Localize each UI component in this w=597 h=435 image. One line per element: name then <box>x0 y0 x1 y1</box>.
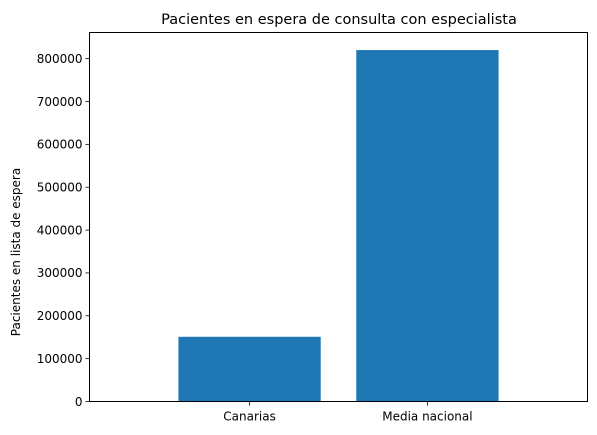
x-tick-label-media-nacional: Media nacional <box>382 410 472 424</box>
y-tick-label: 500000 <box>37 181 83 195</box>
x-tick-label-canarias: Canarias <box>223 410 276 424</box>
y-tick-label: 700000 <box>37 95 83 109</box>
y-tick-label: 300000 <box>37 266 83 280</box>
y-tick-label: 0 <box>75 395 83 409</box>
y-tick-label: 200000 <box>37 309 83 323</box>
chart-title: Pacientes en espera de consulta con espe… <box>161 12 517 28</box>
bar-canarias <box>178 336 321 402</box>
y-tick-label: 100000 <box>37 352 83 366</box>
x-axis-ticks: Canarias Media nacional <box>223 401 473 424</box>
bar-media-nacional <box>356 50 499 402</box>
y-tick-label: 400000 <box>37 223 83 237</box>
bars-layer <box>178 50 499 402</box>
y-axis-label: Pacientes en lista de espera <box>9 168 23 336</box>
plot-frame <box>89 32 588 402</box>
y-axis-ticks: 0 100000 200000 300000 400000 500000 600000 700… <box>37 52 90 409</box>
y-tick-label: 600000 <box>37 138 83 152</box>
y-tick-label: 800000 <box>37 52 83 66</box>
